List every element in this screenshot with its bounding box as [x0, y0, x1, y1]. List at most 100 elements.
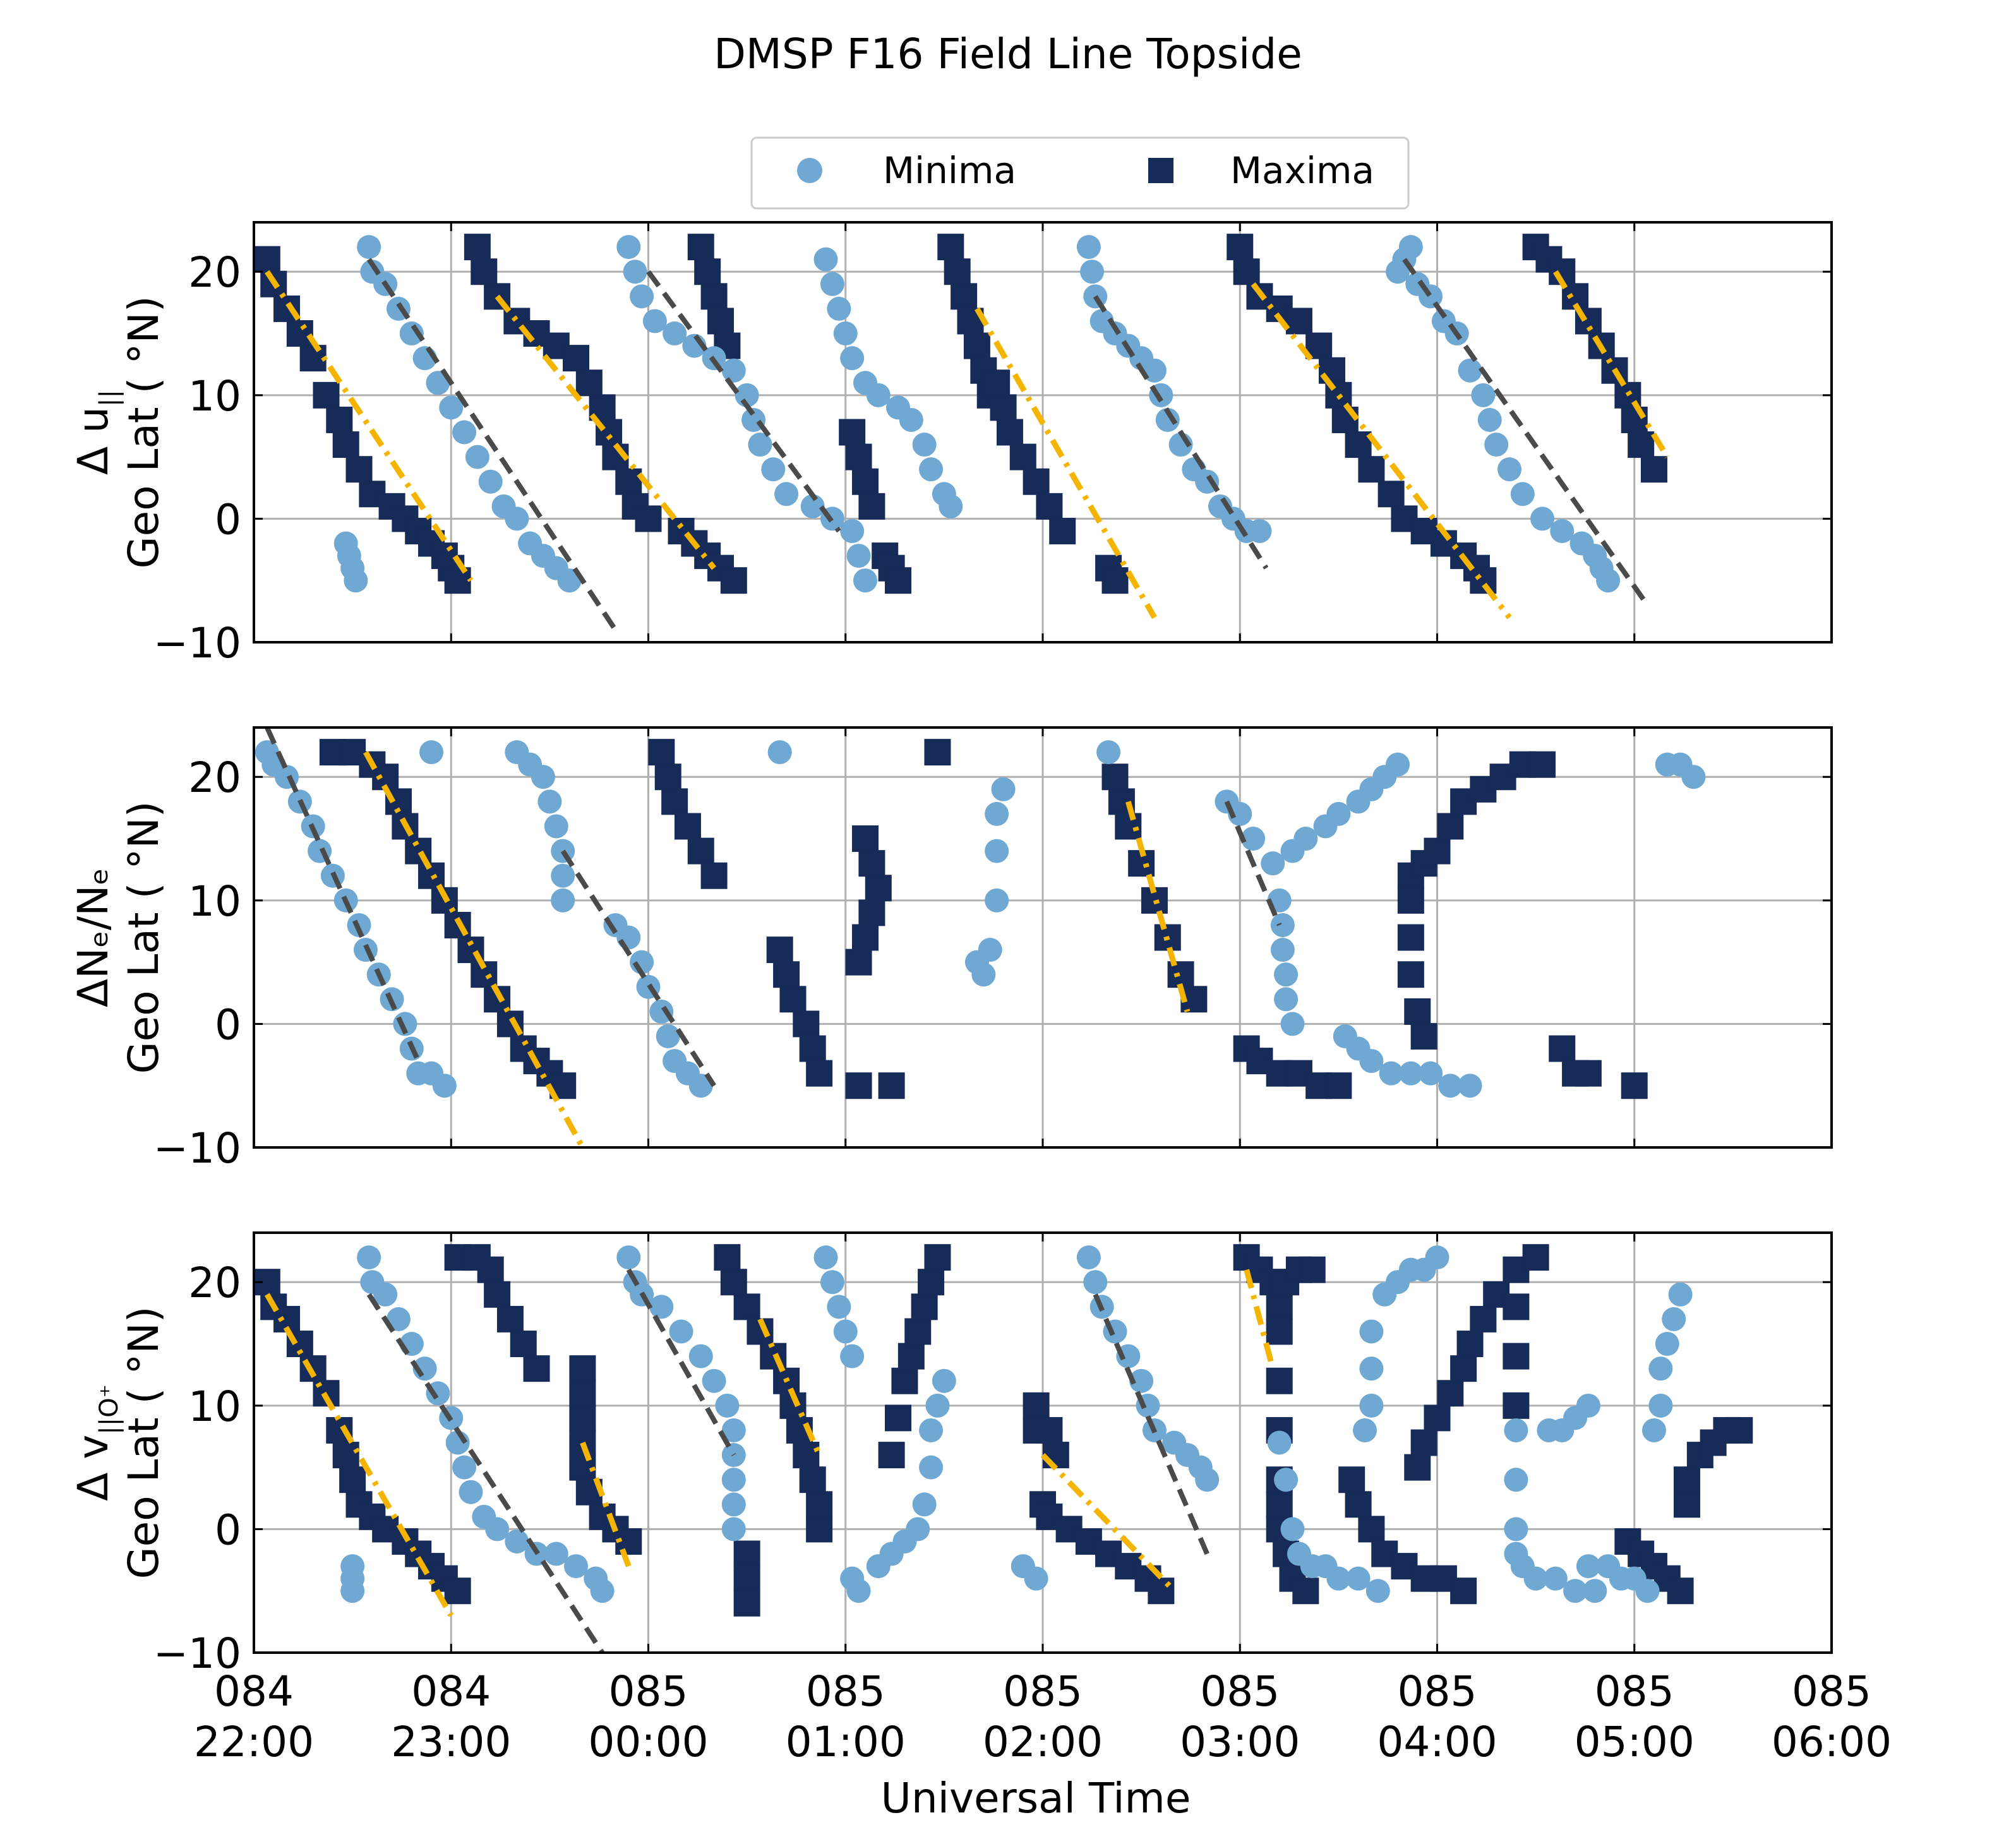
maxima-point — [983, 369, 1011, 397]
maxima-point — [1358, 456, 1385, 483]
minima-point — [1419, 1061, 1443, 1086]
minima-fit-line — [1093, 1293, 1209, 1555]
maxima-point — [444, 1578, 471, 1605]
minima-point — [774, 482, 799, 506]
maxima-point — [1621, 1072, 1648, 1099]
minima-point — [702, 1368, 726, 1393]
minima-point — [939, 494, 963, 518]
x-tick-label-time: 03:00 — [1180, 1718, 1300, 1766]
maxima-point — [799, 1466, 826, 1494]
minima-point — [1576, 1393, 1600, 1418]
minima-point — [630, 284, 654, 309]
minima-point — [478, 469, 503, 494]
legend-maxima-marker — [1148, 158, 1173, 183]
maxima-point — [1450, 1578, 1477, 1605]
minima-point — [1116, 1344, 1141, 1368]
maxima-fit-line — [1552, 270, 1670, 458]
maxima-point — [1285, 308, 1312, 335]
minima-point — [1080, 260, 1105, 284]
maxima-point — [464, 234, 491, 261]
maxima-fit-line — [1125, 801, 1191, 1013]
maxima-point — [1575, 1060, 1602, 1087]
minima-point — [616, 925, 641, 950]
maxima-point — [707, 308, 734, 335]
minima-point — [1359, 1393, 1384, 1418]
maxima-point — [1338, 1466, 1365, 1494]
minima-point — [505, 506, 529, 531]
maxima-point — [299, 1355, 327, 1382]
maxima-point — [773, 961, 800, 988]
maxima-point — [254, 246, 280, 273]
minima-point — [663, 321, 687, 346]
minima-point — [833, 321, 858, 346]
maxima-point — [1042, 1442, 1069, 1469]
minima-point — [721, 1517, 746, 1542]
maxima-point — [937, 234, 964, 261]
y-tick-label: 0 — [215, 1506, 241, 1554]
minima-point — [813, 247, 838, 272]
maxima-point — [885, 1404, 912, 1432]
maxima-point — [1404, 998, 1431, 1025]
maxima-point — [1674, 1466, 1701, 1494]
x-tick-label-time: 06:00 — [1772, 1718, 1892, 1766]
maxima-point — [1036, 1416, 1063, 1444]
minima-point — [820, 272, 844, 296]
minima-point — [1076, 1245, 1101, 1270]
maxima-point — [851, 924, 879, 951]
minima-point — [1398, 1061, 1423, 1086]
maxima-point — [694, 258, 721, 285]
minima-point — [721, 1418, 746, 1442]
maxima-point — [1456, 1331, 1484, 1358]
maxima-point — [345, 456, 373, 483]
minima-point — [899, 407, 923, 432]
minima-point — [985, 839, 1009, 863]
x-tick-label-day: 084 — [411, 1667, 491, 1716]
minima-point — [1662, 1307, 1686, 1331]
maxima-point — [858, 850, 885, 877]
maxima-point — [924, 739, 951, 766]
minima-point — [715, 1393, 740, 1418]
y-axis-label-quantity: ΔNₑ/Nₑ — [69, 868, 117, 1007]
maxima-point — [1549, 1035, 1576, 1062]
maxima-point — [1640, 456, 1667, 483]
maxima-point — [615, 468, 642, 495]
minima-point — [1326, 1566, 1351, 1591]
maxima-point — [1503, 1293, 1530, 1320]
maxima-point — [806, 1491, 833, 1518]
maxima-point — [1266, 1367, 1293, 1394]
maxima-point — [484, 1281, 511, 1308]
minima-point — [932, 1368, 956, 1393]
maxima-point — [845, 443, 872, 470]
maxima-point — [1437, 813, 1464, 840]
maxima-point — [1299, 1256, 1326, 1283]
minima-point — [1497, 457, 1521, 482]
minima-point — [853, 568, 877, 593]
minima-point — [1563, 1579, 1588, 1603]
minima-point — [1359, 1356, 1384, 1381]
maxima-point — [779, 986, 807, 1013]
maxima-point — [845, 949, 872, 976]
minima-point — [1583, 1579, 1607, 1603]
maxima-point — [1404, 1454, 1431, 1481]
maxima-point — [477, 1256, 504, 1283]
y-tick-label: 20 — [188, 1259, 241, 1307]
x-tick-label-time: 22:00 — [194, 1718, 314, 1766]
minima-point — [1386, 752, 1410, 777]
x-tick-label-time: 23:00 — [391, 1718, 511, 1766]
minima-point — [373, 1282, 398, 1307]
legend-maxima-label: Maxima — [1230, 149, 1374, 192]
minima-point — [1510, 482, 1535, 506]
legend-minima-marker — [797, 158, 822, 183]
minima-point — [1274, 987, 1299, 1012]
maxima-point — [1233, 258, 1260, 285]
maxima-point — [661, 788, 688, 815]
minima-point — [551, 888, 575, 913]
minima-point — [1129, 1368, 1154, 1393]
minima-point — [1346, 1566, 1371, 1591]
y-tick-label: 0 — [215, 1000, 241, 1049]
minima-point — [432, 1074, 457, 1098]
maxima-fit-line — [264, 1293, 454, 1617]
maxima-point — [766, 937, 793, 964]
